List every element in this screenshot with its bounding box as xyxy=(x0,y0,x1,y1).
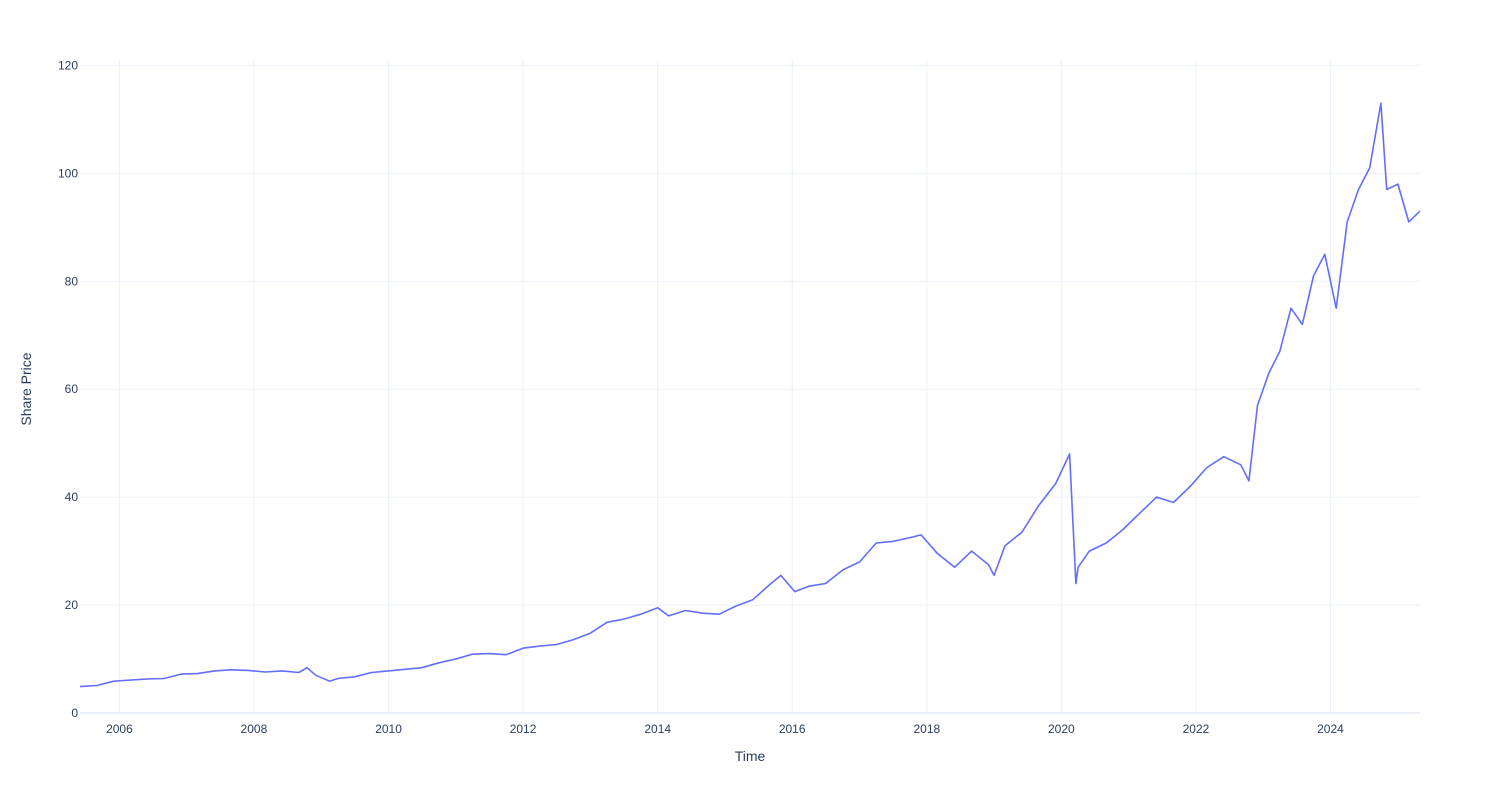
x-tick-label: 2012 xyxy=(510,722,537,736)
x-tick-label: 2024 xyxy=(1317,722,1344,736)
y-tick-label: 60 xyxy=(65,382,79,396)
x-tick-label: 2008 xyxy=(241,722,268,736)
y-tick-label: 80 xyxy=(65,274,79,288)
x-tick-label: 2022 xyxy=(1183,722,1210,736)
x-tick-label: 2020 xyxy=(1048,722,1075,736)
y-tick-label: 20 xyxy=(65,598,79,612)
series-layer xyxy=(79,102,1421,688)
y-tick-label: 0 xyxy=(71,706,78,720)
y-tick-label: 40 xyxy=(65,490,79,504)
y-tick-label: 100 xyxy=(58,166,78,180)
x-tick-label: 2018 xyxy=(913,722,940,736)
x-tick-label: 2014 xyxy=(644,722,671,736)
x-tick-label: 2006 xyxy=(106,722,133,736)
x-tick-label: 2016 xyxy=(779,722,806,736)
share-price-line xyxy=(79,102,1421,688)
x-axis-title: Time xyxy=(735,748,766,764)
grid xyxy=(80,60,1420,714)
x-axis-ticks: 2006 2008 2010 2012 2014 2016 2018 2020 2022 2024 xyxy=(106,722,1344,736)
y-axis-ticks: 0 20 40 60 80 100 120 xyxy=(58,58,78,720)
y-tick-label: 120 xyxy=(58,58,78,72)
y-axis-title: Share Price xyxy=(18,352,34,425)
x-tick-label: 2010 xyxy=(375,722,402,736)
